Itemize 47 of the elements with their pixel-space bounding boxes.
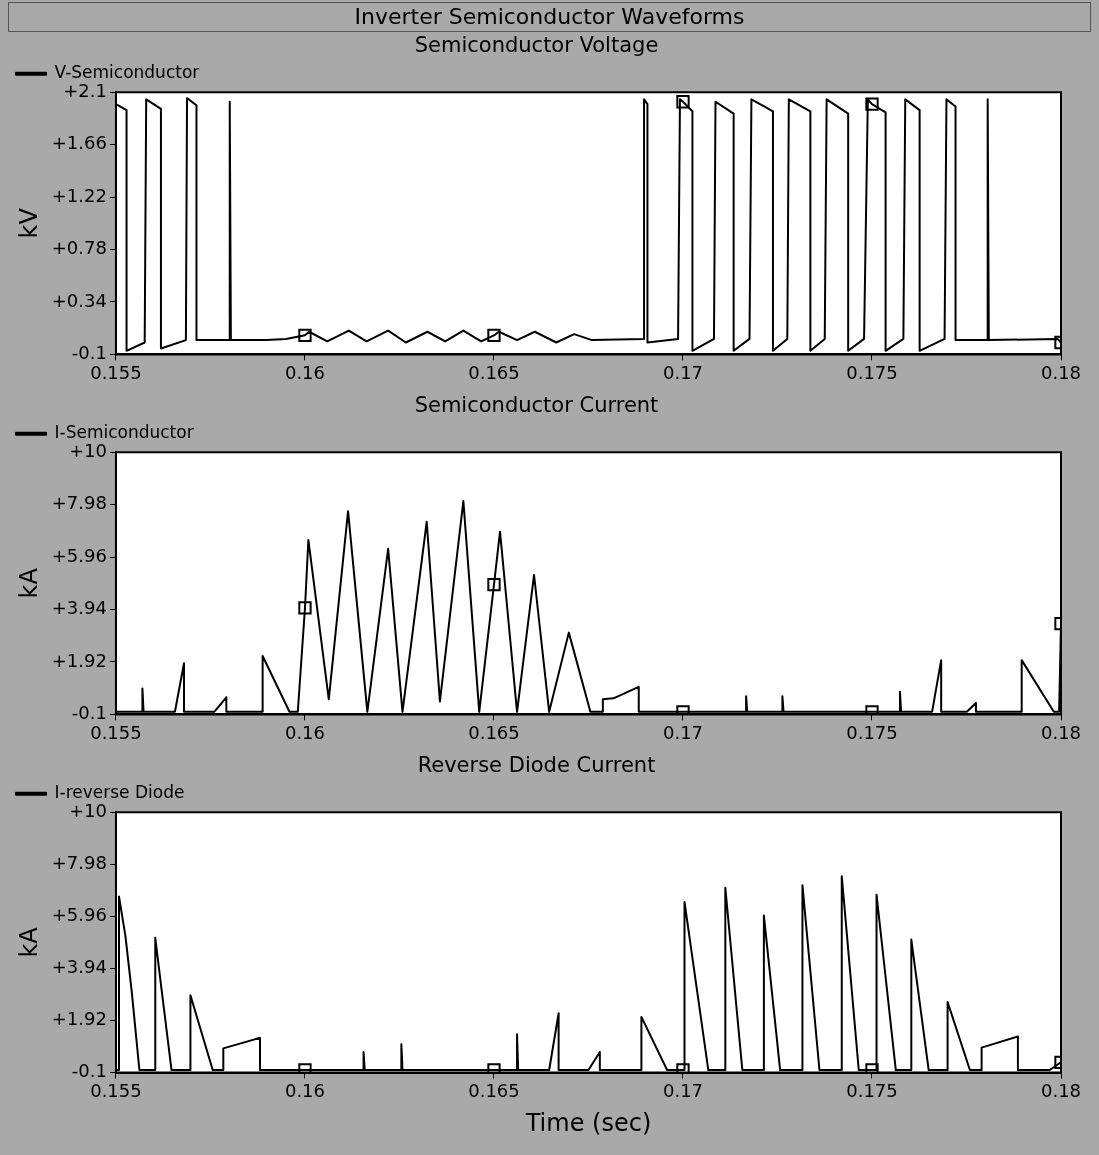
y-axis-title: kA bbox=[14, 567, 43, 599]
chart-title: Reverse Diode Current bbox=[417, 753, 656, 778]
x-tick-label: 0.165 bbox=[468, 361, 520, 383]
chart-title: Semiconductor Voltage bbox=[414, 33, 659, 58]
x-tick-label: 0.17 bbox=[662, 721, 704, 743]
point bbox=[298, 328, 312, 342]
y-tick-label: +3.94 bbox=[51, 597, 107, 619]
x-tick-label: 0.175 bbox=[846, 1080, 898, 1102]
y-tick-label: +7.98 bbox=[51, 851, 107, 873]
x-axis-title: Time (sec) bbox=[524, 1108, 652, 1137]
x-tick-label: 0.175 bbox=[846, 721, 898, 743]
y-tick-label: +5.96 bbox=[51, 904, 107, 926]
y-tick-label: -0.1 bbox=[71, 1060, 107, 1082]
x-tick-label: 0.18 bbox=[1040, 361, 1082, 383]
x-tick-label: 0.165 bbox=[468, 1080, 520, 1102]
chart-title: Semiconductor Current bbox=[414, 393, 659, 418]
x-tick-label: 0.155 bbox=[90, 1080, 142, 1102]
x-tick-label: 0.175 bbox=[846, 361, 898, 383]
point bbox=[487, 328, 501, 342]
y-tick-label: +1.92 bbox=[51, 649, 107, 671]
x-tick-label: 0.165 bbox=[468, 721, 520, 743]
text: Inverter Semiconductor Waveforms bbox=[8, 2, 1091, 32]
x-tick-label: 0.16 bbox=[284, 1080, 326, 1102]
x-tick-label: 0.17 bbox=[662, 1080, 704, 1102]
y-tick-label: -0.1 bbox=[71, 342, 107, 364]
y-tick-label: +5.96 bbox=[51, 544, 107, 566]
y-tick-label: -0.1 bbox=[71, 702, 107, 724]
point bbox=[487, 577, 501, 592]
y-tick-label: +1.66 bbox=[51, 132, 107, 154]
y-axis-title: kV bbox=[14, 207, 43, 239]
y-tick-label: +0.78 bbox=[51, 237, 107, 259]
x-tick-label: 0.18 bbox=[1040, 721, 1082, 743]
x-tick-label: 0.16 bbox=[284, 361, 326, 383]
x-tick-label: 0.16 bbox=[284, 721, 326, 743]
x-tick-label: 0.155 bbox=[90, 361, 142, 383]
y-tick-label: +3.94 bbox=[51, 956, 107, 978]
x-tick-label: 0.155 bbox=[90, 721, 142, 743]
x-tick-label: 0.17 bbox=[662, 361, 704, 383]
y-tick-label: +1.92 bbox=[51, 1008, 107, 1030]
point bbox=[298, 601, 312, 615]
y-tick-label: +0.34 bbox=[51, 289, 107, 311]
y-tick-label: +1.22 bbox=[51, 184, 107, 206]
point bbox=[865, 97, 879, 111]
point bbox=[676, 95, 690, 109]
y-axis-title: kA bbox=[14, 926, 43, 958]
y-tick-label: +7.98 bbox=[51, 492, 107, 514]
x-tick-label: 0.18 bbox=[1040, 1080, 1082, 1102]
